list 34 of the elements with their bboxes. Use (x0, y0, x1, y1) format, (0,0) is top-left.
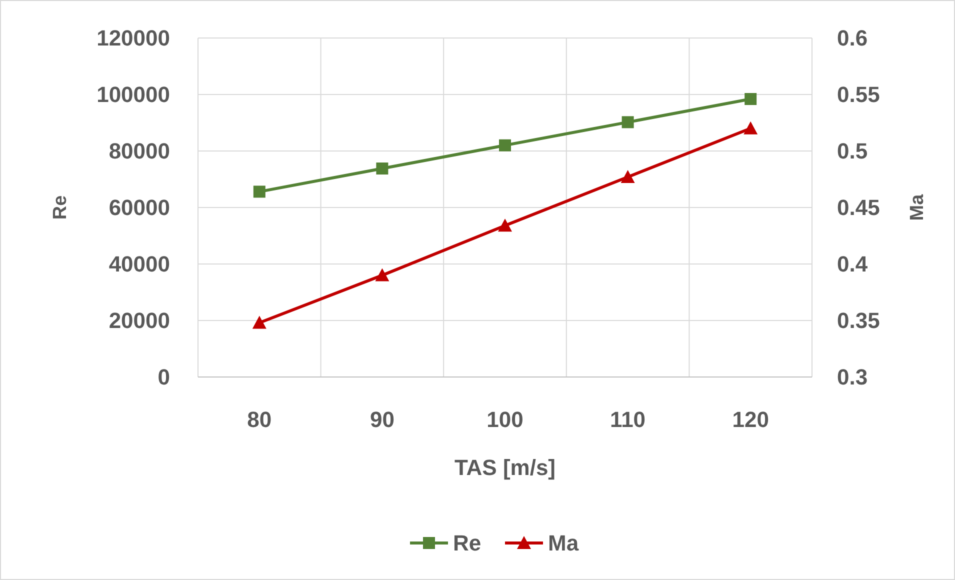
y-tick-label: 100000 (96, 82, 170, 108)
y-tick-label: 40000 (108, 252, 170, 277)
y2-axis-title: Ma (907, 194, 928, 221)
y2-tick-label: 0.5 (837, 138, 868, 164)
legend-label: Ma (548, 530, 580, 556)
point (498, 218, 512, 232)
y2-tick-label: 0.45 (837, 195, 880, 220)
point (499, 139, 511, 152)
y2-tick-label: 0.55 (837, 82, 880, 108)
point (376, 162, 388, 175)
x-tick-label: 120 (732, 407, 769, 432)
point (253, 186, 266, 198)
legend-label: Re (453, 530, 482, 556)
y-tick-label: 20000 (108, 308, 170, 334)
y2-tick-label: 0.35 (837, 308, 880, 334)
y-axis-title: Re (50, 195, 71, 220)
point (744, 93, 757, 106)
y-tick-label: 0 (158, 364, 170, 390)
x-tick-label: 110 (610, 407, 646, 432)
x-axis-title: TAS [m/s] (454, 455, 556, 480)
x-tick-label: 100 (486, 407, 524, 432)
point (252, 316, 266, 329)
point (622, 116, 634, 128)
x-tick-label: 80 (247, 407, 272, 432)
y2-tick-label: 0.6 (837, 26, 868, 51)
y-tick-label: 80000 (108, 138, 170, 164)
point (744, 121, 758, 134)
y2-tick-label: 0.3 (837, 364, 868, 390)
x-tick-label: 90 (370, 407, 394, 432)
y-tick-label: 120000 (96, 26, 170, 51)
y2-tick-label: 0.4 (837, 252, 868, 277)
point (375, 268, 390, 282)
point (620, 170, 635, 183)
y-tick-label: 60000 (108, 195, 170, 220)
